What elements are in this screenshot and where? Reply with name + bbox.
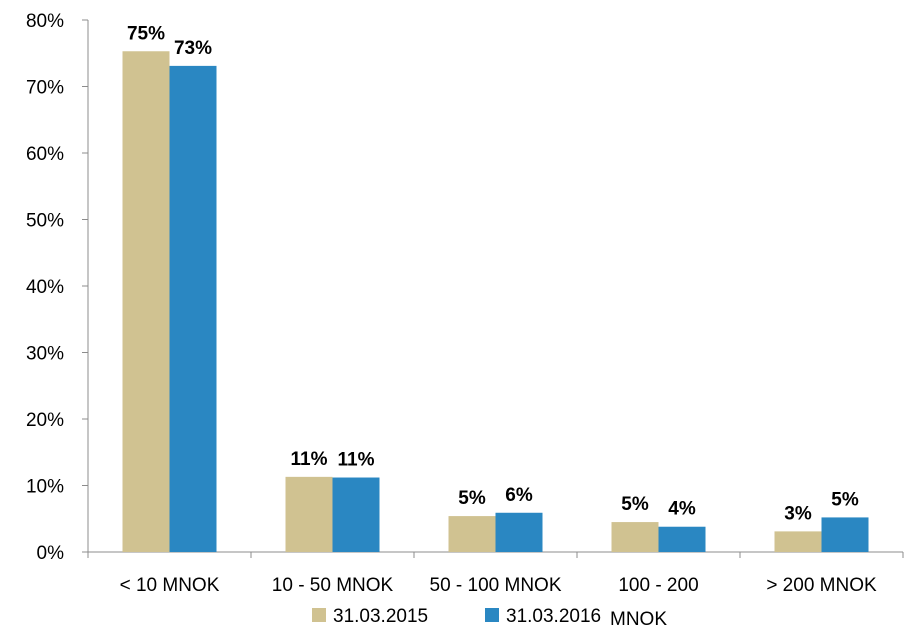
y-tick-label: 80% (26, 11, 64, 32)
data-labels: 75% 11% 5% 5% 3% 73% 11% 6% 4% 5% (127, 23, 859, 524)
data-label-series-1: 11% (291, 449, 328, 470)
data-label-series-1: 75% (127, 23, 165, 44)
data-label-series-1: 5% (458, 488, 486, 509)
y-tick-label: 60% (26, 144, 64, 165)
legend-swatch-series-2 (485, 608, 499, 622)
bar-series-2 (658, 526, 706, 552)
y-tick-label: 0% (37, 543, 65, 564)
data-label-series-1: 3% (784, 503, 812, 524)
bar-series-2 (821, 517, 869, 552)
bar-series-1 (448, 516, 496, 552)
data-label-series-2: 11% (338, 450, 375, 471)
legend-suffix: MNOK (610, 609, 667, 628)
x-axis: < 10 MNOK 10 - 50 MNOK 50 - 100 MNOK 100 - … (87, 551, 904, 596)
bar-series-1 (285, 476, 333, 552)
y-tick-label: 20% (26, 410, 64, 431)
x-tick-label: > 200 MNOK (766, 575, 877, 596)
bar-series-2 (495, 512, 543, 552)
y-axis: 0% 10% 20% 30% 40% 50% 60% 70% 80% (26, 11, 89, 564)
bars (122, 51, 869, 552)
bar-series-2 (169, 65, 217, 552)
legend-label-series-2: 31.03.2016 (506, 606, 601, 627)
bar-series-1 (774, 531, 822, 552)
y-tick-label: 30% (26, 344, 64, 365)
data-label-series-2: 6% (505, 485, 533, 506)
bar-series-1 (122, 51, 170, 552)
bar-series-2 (332, 477, 380, 552)
bar-series-1 (611, 522, 659, 552)
y-tick-label: 70% (26, 78, 64, 99)
data-label-series-1: 5% (621, 494, 649, 515)
legend-label-series-1: 31.03.2015 (333, 606, 428, 627)
data-label-series-2: 73% (174, 38, 212, 59)
x-tick-label: 50 - 100 MNOK (430, 575, 562, 596)
x-tick-label: 10 - 50 MNOK (272, 575, 394, 596)
y-tick-label: 50% (26, 211, 64, 232)
data-label-series-2: 5% (831, 489, 859, 510)
data-label-series-2: 4% (668, 499, 696, 520)
legend-swatch-series-1 (312, 608, 326, 622)
y-tick-label: 10% (26, 477, 64, 498)
x-tick-label: 100 - 200 (618, 575, 698, 596)
legend: 31.03.2015 31.03.2016 MNOK (312, 606, 667, 628)
y-tick-label: 40% (26, 277, 64, 298)
x-tick-label: < 10 MNOK (120, 575, 220, 596)
